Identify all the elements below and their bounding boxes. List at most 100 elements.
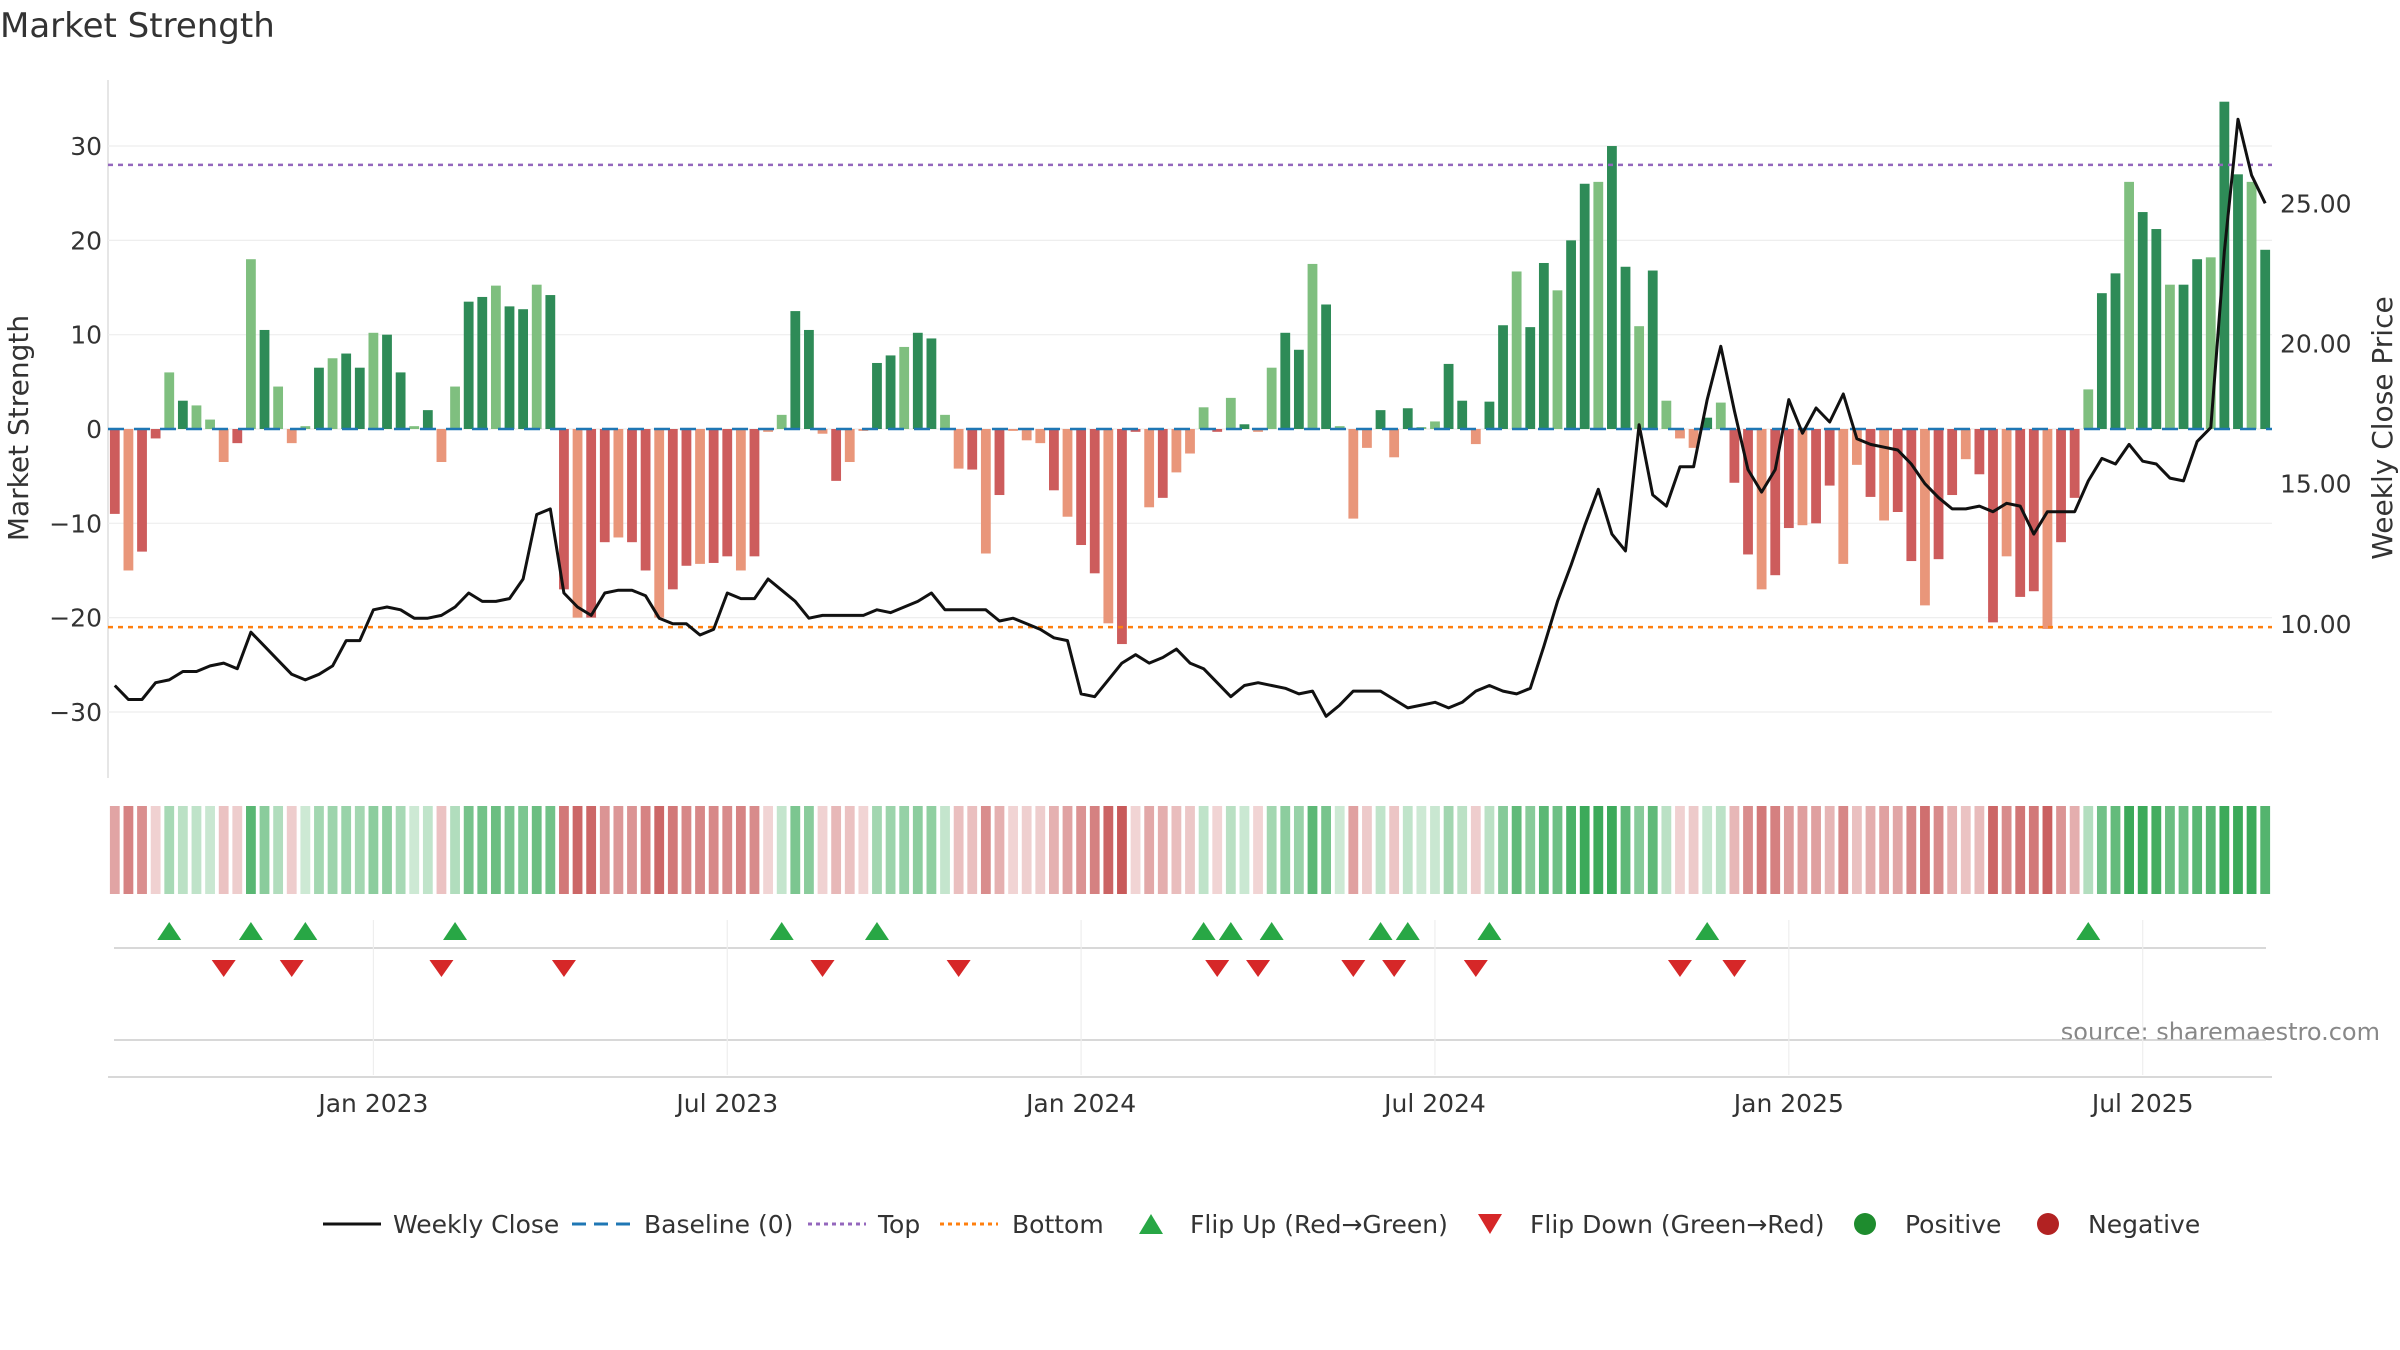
heat-cell	[1511, 806, 1522, 894]
strength-bar	[899, 346, 910, 429]
strength-bar	[1865, 429, 1876, 497]
y-tick-label: 20	[70, 226, 102, 255]
heat-cell	[885, 806, 896, 894]
legend-flip-up-label: Flip Up (Red→Green)	[1190, 1210, 1448, 1239]
strength-bar	[763, 429, 773, 432]
heat-cell	[831, 806, 842, 894]
heat-cell	[409, 806, 420, 894]
strength-bar	[191, 405, 202, 429]
heat-cell	[314, 806, 324, 894]
strength-bar	[1375, 410, 1386, 429]
strength-bar	[1457, 400, 1468, 429]
flip-up-marker	[1259, 922, 1284, 940]
strength-bar	[518, 309, 529, 429]
strength-bar	[327, 358, 338, 429]
y2-tick-label: 20.00	[2280, 330, 2352, 359]
legend-baseline-label: Baseline (0)	[644, 1210, 793, 1239]
heat-cell	[1579, 806, 1590, 894]
heat-cell	[137, 806, 147, 894]
strength-bar	[926, 338, 937, 429]
heat-cell	[1688, 806, 1699, 894]
x-tick-label: Jul 2024	[1382, 1089, 1486, 1118]
strength-bar	[2192, 259, 2203, 429]
strength-bar	[586, 429, 597, 618]
heat-cell	[531, 806, 542, 894]
strength-bar	[232, 429, 243, 444]
heat-cell	[1566, 806, 1576, 894]
strength-bar	[885, 355, 896, 429]
strength-bar	[980, 429, 991, 554]
strength-bar	[1103, 429, 1114, 624]
x-tick-label: Jan 2025	[1732, 1089, 1844, 1118]
strength-bar	[559, 429, 569, 590]
flip-down-marker	[211, 960, 236, 977]
strength-bar	[2205, 257, 2216, 429]
flip-up-marker	[1477, 922, 1502, 940]
heat-cell	[382, 806, 392, 894]
strength-bar	[382, 334, 392, 429]
strength-bar	[1130, 429, 1141, 432]
heat-cell	[1593, 806, 1604, 894]
heat-cell	[980, 806, 991, 894]
strength-bar	[1715, 402, 1726, 429]
strength-bar	[1076, 429, 1087, 546]
legend-negative-icon	[2037, 1213, 2059, 1235]
y2-tick-label: 25.00	[2280, 189, 2352, 218]
legend-bottom-label: Bottom	[1012, 1210, 1104, 1239]
heat-cell	[545, 806, 556, 894]
strength-bar	[1770, 429, 1781, 576]
flip-down-marker	[551, 960, 576, 977]
heat-cell	[1348, 806, 1359, 894]
strength-bar	[1484, 401, 1495, 429]
heat-cell	[1375, 806, 1386, 894]
strength-bar	[1933, 429, 1944, 560]
heat-cell	[1879, 806, 1890, 894]
y-axis-label: Market Strength	[2, 315, 35, 541]
flip-down-marker	[1722, 960, 1747, 977]
legend: Weekly Close Baseline (0) Top Bottom Fli…	[323, 1210, 2200, 1239]
strength-heat-strip	[109, 806, 2271, 894]
strength-bar	[2178, 284, 2189, 429]
strength-bar	[994, 429, 1005, 496]
heat-cell	[1920, 806, 1930, 894]
strength-bar	[259, 329, 270, 429]
strength-bar	[1756, 429, 1767, 590]
strength-bar	[504, 306, 515, 429]
heat-cell	[953, 806, 964, 894]
flip-up-marker	[293, 922, 318, 940]
strength-bar	[1498, 325, 1508, 429]
strength-bar	[1389, 429, 1400, 458]
heat-cell	[490, 806, 501, 894]
heat-cell	[368, 806, 379, 894]
weekly-close-line	[113, 117, 2267, 718]
strength-bar	[218, 429, 229, 463]
heat-cell	[1892, 806, 1903, 894]
heat-cell	[586, 806, 597, 894]
heat-cell	[1470, 806, 1481, 894]
heat-cell	[1076, 806, 1087, 894]
strength-bar	[967, 429, 978, 470]
heat-cell	[1865, 806, 1876, 894]
strength-bar	[2233, 174, 2243, 429]
flip-up-marker	[1395, 922, 1420, 940]
strength-bar	[273, 386, 284, 429]
strength-bar	[1661, 400, 1672, 429]
heat-cell	[1103, 806, 1114, 894]
heat-cell	[2137, 806, 2148, 894]
y-tick-label: −30	[49, 698, 102, 727]
strength-bar	[531, 284, 542, 429]
strength-bar	[2015, 429, 2026, 597]
strength-bar	[1988, 429, 1998, 623]
strength-bar	[953, 429, 964, 469]
strength-bar	[422, 410, 433, 429]
heat-cell	[613, 806, 624, 894]
heat-cell	[1702, 806, 1713, 894]
heat-cell	[1362, 806, 1372, 894]
source-note: source: sharemaestro.com	[2061, 1018, 2380, 1046]
legend-positive-icon	[1854, 1213, 1876, 1235]
heat-cell	[1552, 806, 1563, 894]
heat-cell	[1756, 806, 1767, 894]
strength-bar	[1892, 429, 1903, 513]
heat-cell	[1675, 806, 1685, 894]
